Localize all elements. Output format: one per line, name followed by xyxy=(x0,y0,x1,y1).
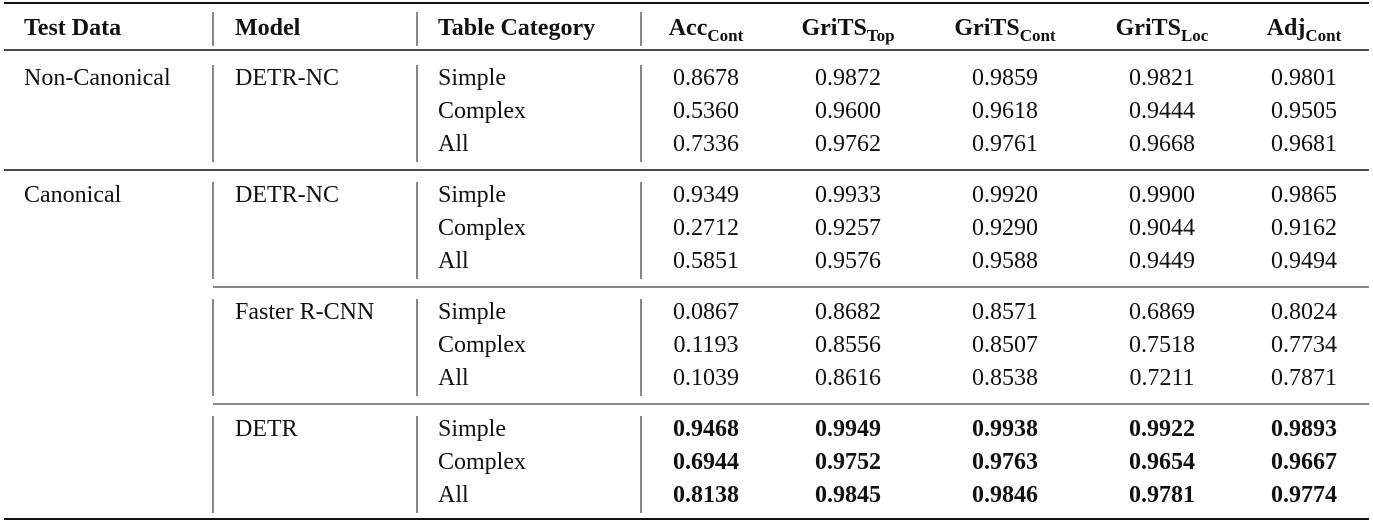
header-main: GriTS xyxy=(1116,15,1181,41)
table-category: All xyxy=(438,248,469,274)
metric-value: 0.9933 xyxy=(815,182,881,208)
metric-value: 0.9893 xyxy=(1271,416,1337,442)
metric-value: 0.8682 xyxy=(815,299,881,325)
metric-value: 0.9949 xyxy=(815,416,881,442)
metric-value: 0.9774 xyxy=(1271,482,1337,508)
metric-value: 0.9668 xyxy=(1129,131,1195,157)
metric-value: 0.8616 xyxy=(815,365,881,391)
table-category: Complex xyxy=(438,449,526,475)
metric-value: 0.5851 xyxy=(673,248,739,274)
metric-value: 0.8556 xyxy=(815,332,881,358)
metric-value: 0.9257 xyxy=(815,215,881,241)
metric-value: 0.9588 xyxy=(972,248,1038,274)
header-subscript: Cont xyxy=(1305,26,1341,45)
metric-value: 0.9761 xyxy=(972,131,1038,157)
metric-value: 0.7518 xyxy=(1129,332,1195,358)
metric-value: 0.8138 xyxy=(673,482,739,508)
table-category: Complex xyxy=(438,215,526,241)
metric-value: 0.9667 xyxy=(1271,449,1337,475)
table-category: Complex xyxy=(438,332,526,358)
metric-value: 0.9821 xyxy=(1129,65,1195,91)
metric-value: 0.9859 xyxy=(972,65,1038,91)
column-header: Model xyxy=(235,15,301,41)
metric-value: 0.1039 xyxy=(673,365,739,391)
metric-value: 0.7211 xyxy=(1129,365,1194,391)
header-subscript: Top xyxy=(867,26,895,45)
metric-value: 0.9762 xyxy=(815,131,881,157)
metric-value: 0.6869 xyxy=(1129,299,1195,325)
metric-value: 0.9162 xyxy=(1271,215,1337,241)
metric-value: 0.8024 xyxy=(1271,299,1337,325)
metric-value: 0.9444 xyxy=(1129,98,1195,124)
header-main: GriTS xyxy=(954,15,1019,41)
metric-value: 0.9865 xyxy=(1271,182,1337,208)
table-category: Simple xyxy=(438,299,506,325)
metric-value: 0.7336 xyxy=(673,131,739,157)
model-name: DETR-NC xyxy=(235,182,339,208)
metric-value: 0.7871 xyxy=(1271,365,1337,391)
test-data: Canonical xyxy=(24,182,122,208)
metric-value: 0.9349 xyxy=(673,182,739,208)
metric-value: 0.9044 xyxy=(1129,215,1195,241)
metric-value: 0.9576 xyxy=(815,248,881,274)
column-header: GriTSCont xyxy=(954,15,1056,45)
table-category: All xyxy=(438,131,469,157)
metric-value: 0.9290 xyxy=(972,215,1038,241)
metric-value: 0.9845 xyxy=(815,482,881,508)
table-category: Simple xyxy=(438,182,506,208)
table-category: All xyxy=(438,482,469,508)
metric-value: 0.9801 xyxy=(1271,65,1337,91)
table-category: Complex xyxy=(438,98,526,124)
header-main: Adj xyxy=(1267,15,1306,41)
metric-value: 0.9681 xyxy=(1271,131,1337,157)
metric-value: 0.5360 xyxy=(673,98,739,124)
model-name: DETR-NC xyxy=(235,65,339,91)
metric-value: 0.9872 xyxy=(815,65,881,91)
column-header: AdjCont xyxy=(1267,15,1342,45)
metric-value: 0.8571 xyxy=(972,299,1038,325)
header-main: Acc xyxy=(669,15,708,41)
metric-value: 0.9781 xyxy=(1129,482,1195,508)
header-subscript: Cont xyxy=(1020,26,1056,45)
metric-value: 0.0867 xyxy=(673,299,739,325)
metric-value: 0.9900 xyxy=(1129,182,1195,208)
metric-value: 0.9600 xyxy=(815,98,881,124)
column-header: AccCont xyxy=(669,15,744,45)
metric-value: 0.9920 xyxy=(972,182,1038,208)
metric-value: 0.9468 xyxy=(673,416,739,442)
metric-value: 0.8507 xyxy=(972,332,1038,358)
metric-value: 0.8538 xyxy=(972,365,1038,391)
metric-value: 0.9505 xyxy=(1271,98,1337,124)
metric-value: 0.7734 xyxy=(1271,332,1337,358)
metric-value: 0.1193 xyxy=(673,332,738,358)
model-name: Faster R-CNN xyxy=(235,299,374,325)
metric-value: 0.9763 xyxy=(972,449,1038,475)
header-subscript: Loc xyxy=(1181,26,1209,45)
metric-value: 0.9938 xyxy=(972,416,1038,442)
metric-value: 0.9494 xyxy=(1271,248,1337,274)
column-header: Table Category xyxy=(438,15,595,41)
metric-value: 0.9846 xyxy=(972,482,1038,508)
header-subscript: Cont xyxy=(707,26,743,45)
metric-value: 0.9449 xyxy=(1129,248,1195,274)
table-category: Simple xyxy=(438,65,506,91)
test-data: Non-Canonical xyxy=(24,65,171,91)
header-main: GriTS xyxy=(801,15,866,41)
metric-value: 0.6944 xyxy=(673,449,739,475)
column-header: GriTSLoc xyxy=(1116,15,1209,45)
table-category: Simple xyxy=(438,416,506,442)
model-name: DETR xyxy=(235,416,298,442)
metric-value: 0.9654 xyxy=(1129,449,1195,475)
metric-value: 0.9618 xyxy=(972,98,1038,124)
metric-value: 0.2712 xyxy=(673,215,739,241)
column-header: Test Data xyxy=(24,15,121,41)
metric-value: 0.8678 xyxy=(673,65,739,91)
metric-value: 0.9922 xyxy=(1129,416,1195,442)
column-header: GriTSTop xyxy=(801,15,894,45)
metric-value: 0.9752 xyxy=(815,449,881,475)
table-category: All xyxy=(438,365,469,391)
